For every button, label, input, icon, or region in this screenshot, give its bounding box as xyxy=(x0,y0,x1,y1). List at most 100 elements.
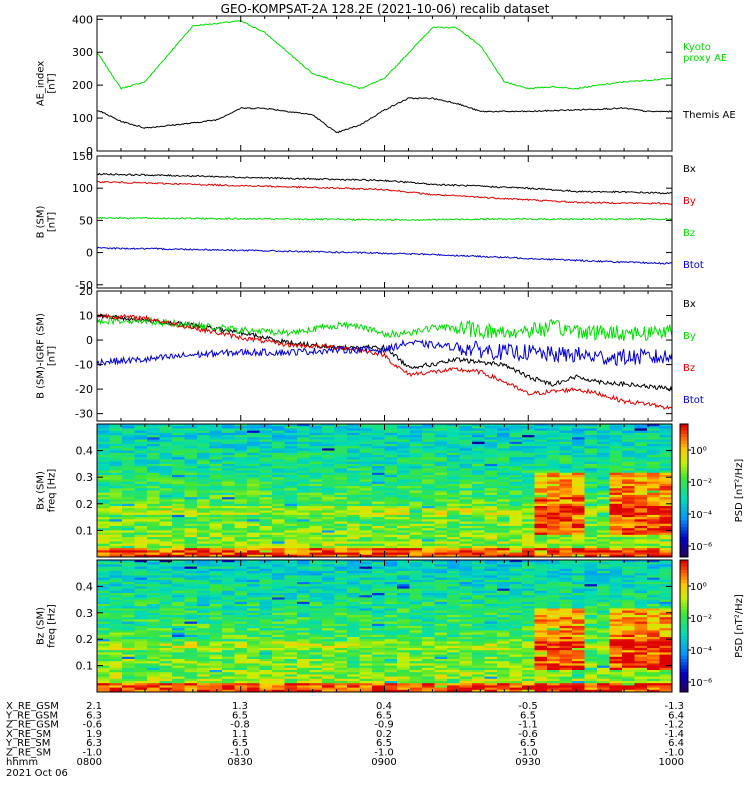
heatmap-cell xyxy=(297,483,310,487)
heatmap-cell xyxy=(147,641,160,645)
heatmap-cell xyxy=(609,514,623,518)
heatmap-cell xyxy=(147,479,160,483)
heatmap-cell xyxy=(547,488,560,491)
legend-label: By xyxy=(683,331,696,342)
heatmap-cell xyxy=(447,545,460,549)
heatmap-cell xyxy=(109,457,123,460)
heatmap-cell xyxy=(647,459,660,463)
heatmap-cell xyxy=(247,474,260,478)
heatmap-cell xyxy=(147,492,160,496)
heatmap-cell xyxy=(197,661,210,664)
heatmap-cell xyxy=(122,523,135,527)
heatmap-cell xyxy=(459,539,473,542)
heatmap-cell xyxy=(184,486,198,489)
heatmap-cell xyxy=(147,488,160,491)
heatmap-cell xyxy=(559,468,573,472)
heatmap-cell xyxy=(647,488,660,491)
heatmap-cell xyxy=(484,488,498,491)
heatmap-cell xyxy=(472,575,485,579)
heatmap-cell xyxy=(434,628,448,631)
heatmap-cell xyxy=(522,543,535,547)
heatmap-cell xyxy=(522,479,535,483)
heatmap-cell xyxy=(472,510,485,514)
heatmap-cell xyxy=(309,439,323,443)
heatmap-cell xyxy=(372,441,385,445)
heatmap-cell xyxy=(272,483,285,487)
heatmap-cell xyxy=(434,604,448,607)
heatmap-cell xyxy=(247,452,260,456)
heatmap-cell xyxy=(434,665,448,669)
heatmap-cell xyxy=(459,601,473,605)
heatmap-cell xyxy=(234,514,248,518)
heatmap-cell xyxy=(147,685,160,689)
heatmap-cell xyxy=(309,514,323,518)
heatmap-cell xyxy=(234,650,248,653)
heatmap-cell xyxy=(134,656,148,660)
heatmap-cell xyxy=(509,528,523,531)
heatmap-cell xyxy=(534,439,548,443)
heatmap-cell xyxy=(447,621,460,625)
heatmap-cell xyxy=(347,525,360,529)
heatmap-cell xyxy=(134,506,148,509)
heatmap-cell xyxy=(209,623,223,627)
heatmap-cell xyxy=(522,503,535,507)
heatmap-cell xyxy=(484,466,498,469)
heatmap-cell xyxy=(184,689,198,693)
heatmap-cell xyxy=(434,648,448,651)
heatmap-cell xyxy=(597,439,610,443)
heatmap-cell xyxy=(284,674,298,678)
heatmap-cell xyxy=(147,550,160,554)
heatmap-cell xyxy=(209,457,223,460)
heatmap-cell xyxy=(259,543,273,547)
heatmap-cell xyxy=(472,534,485,538)
heatmap-cell xyxy=(347,455,360,458)
heatmap-cell xyxy=(159,573,173,576)
heatmap-cell xyxy=(334,525,348,529)
heatmap-cell xyxy=(622,528,635,531)
heatmap-cell xyxy=(159,450,173,454)
heatmap-cell xyxy=(222,663,235,667)
heatmap-cell xyxy=(284,525,298,529)
heatmap-cell xyxy=(222,532,235,536)
heatmap-cell xyxy=(322,490,335,494)
heatmap-cell xyxy=(409,604,423,607)
heatmap-cell xyxy=(259,452,273,456)
heatmap-cell xyxy=(397,435,410,438)
heatmap-cell xyxy=(334,604,348,607)
heatmap-cell xyxy=(197,663,210,667)
heatmap-cell xyxy=(284,564,298,568)
heatmap-cell xyxy=(109,665,123,669)
heatmap-cell xyxy=(134,685,148,689)
heatmap-cell xyxy=(359,676,373,680)
heatmap-cell xyxy=(422,595,435,598)
heatmap-cell xyxy=(109,479,123,483)
heatmap-cell xyxy=(197,588,210,592)
heatmap-cell xyxy=(347,435,360,438)
heatmap-cell xyxy=(172,519,185,523)
heatmap-cell xyxy=(134,579,148,583)
heatmap-cell xyxy=(359,685,373,689)
heatmap-cell xyxy=(97,432,110,436)
heatmap-cell xyxy=(309,523,323,527)
heatmap-cell xyxy=(309,584,323,587)
heatmap-cell xyxy=(484,517,498,520)
heatmap-cell xyxy=(234,530,248,534)
heatmap-cell xyxy=(459,548,473,551)
heatmap-cell xyxy=(409,446,423,449)
heatmap-cell xyxy=(484,521,498,525)
heatmap-cell xyxy=(247,541,260,545)
heatmap-cell xyxy=(659,488,673,491)
heatmap-cell xyxy=(597,503,610,507)
heatmap-cell xyxy=(422,626,435,629)
heatmap-cell xyxy=(384,463,398,467)
heatmap-cell xyxy=(647,452,660,456)
heatmap-cell xyxy=(347,652,360,656)
heatmap-cell xyxy=(247,525,260,529)
heatmap-cell xyxy=(184,441,198,445)
heatmap-cell xyxy=(372,503,385,507)
heatmap-cell xyxy=(172,499,185,503)
heatmap-cell xyxy=(247,630,260,634)
heatmap-cell xyxy=(147,543,160,547)
heatmap-cell xyxy=(384,641,398,645)
heatmap-cell xyxy=(247,579,260,583)
